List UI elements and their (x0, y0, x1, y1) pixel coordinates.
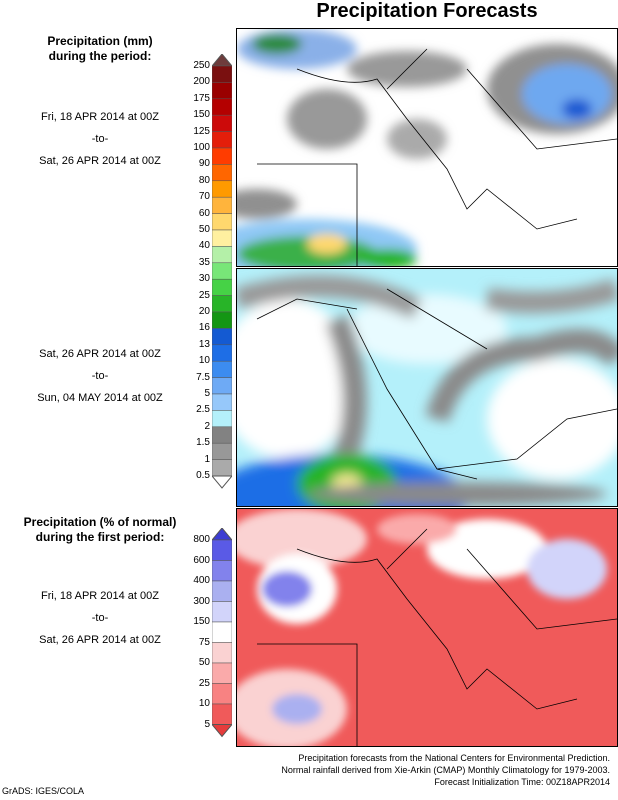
colorbar-bin (212, 393, 232, 411)
colorbar-label: 30 (198, 273, 210, 285)
colorbar-bin (212, 560, 232, 582)
colorbar-bin (212, 377, 232, 395)
colorbar-bin (212, 703, 232, 725)
colorbar-label: 0.5 (196, 470, 210, 481)
colorbar-bin (212, 180, 232, 198)
period1-end: Sat, 26 APR 2014 at 00Z (39, 155, 161, 167)
colorbar-bin (212, 262, 232, 280)
colorbar-bottom-arrow (212, 724, 232, 738)
colorbar-bin (212, 642, 232, 664)
colorbar-bin (212, 213, 232, 231)
colorbar-label: 5 (204, 388, 210, 399)
colorbar-bin (212, 442, 232, 460)
colorbar-bin (212, 426, 232, 444)
footer-line2: Normal rainfall derived from Xie-Arkin (… (281, 765, 610, 775)
colorbar-label: 175 (193, 92, 210, 104)
page-title: Precipitation Forecasts (316, 0, 538, 22)
colorbar-label: 25 (198, 289, 210, 301)
colorbar-bin (212, 246, 232, 264)
colorbar-bin (212, 278, 232, 296)
colorbar-bottom-arrow (212, 475, 232, 489)
colorbar-bin (212, 131, 232, 149)
colorbar-label: 25 (198, 677, 210, 689)
colorbar-bin (212, 114, 232, 132)
precip-heading: Precipitation (mm) during the period: (47, 34, 153, 63)
colorbar-label: 75 (198, 636, 210, 648)
period3-start: Fri, 18 APR 2014 at 00Z (40, 590, 159, 602)
colorbar-label: 20 (198, 306, 210, 317)
colorbar-label: 800 (193, 534, 210, 545)
colorbar-label: 100 (193, 142, 210, 153)
colorbar-label: 400 (193, 575, 210, 586)
percent-heading: Precipitation (% of normal) during the f… (23, 515, 177, 544)
colorbar-label: 200 (193, 76, 210, 88)
period3-end: Sat, 26 APR 2014 at 00Z (39, 634, 161, 646)
colorbar-bin (212, 459, 232, 477)
map-panel-percent-normal (236, 508, 618, 747)
colorbar-bin (212, 311, 232, 329)
colorbar-label: 2 (204, 420, 210, 432)
colorbar-label: 60 (198, 207, 210, 219)
footer-line1: Precipitation forecasts from the Nationa… (298, 753, 610, 763)
precip-colorbar (212, 54, 232, 489)
period1-sep: -to- (91, 133, 109, 145)
footer-notes: Precipitation forecasts from the Nationa… (281, 752, 610, 788)
colorbar-label: 13 (198, 338, 210, 350)
colorbar-label: 35 (198, 256, 210, 268)
colorbar-label: 7.5 (196, 371, 210, 383)
colorbar-bin (212, 580, 232, 602)
colorbar-bin (212, 410, 232, 428)
colorbar-bin (212, 196, 232, 214)
map-panel-week2 (236, 268, 618, 507)
colorbar-bin (212, 147, 232, 165)
colorbar-label: 5 (204, 718, 210, 730)
colorbar-label: 80 (198, 174, 210, 186)
colorbar-bin (212, 164, 232, 182)
map-percent-normal (237, 509, 617, 746)
colorbar-bin (212, 683, 232, 705)
colorbar-label: 150 (193, 109, 210, 121)
colorbar-bin (212, 621, 232, 643)
colorbar-label: 150 (193, 616, 210, 627)
colorbar-bin (212, 360, 232, 378)
colorbar-label: 1.5 (196, 437, 210, 449)
map-panel-week1 (236, 28, 618, 267)
period2-start: Sat, 26 APR 2014 at 00Z (39, 348, 161, 360)
colorbar-label: 50 (198, 657, 210, 668)
colorbar-label: 2.5 (196, 404, 210, 416)
colorbar-label: 10 (198, 698, 210, 709)
colorbar-bin (212, 229, 232, 247)
colorbar-label: 10 (198, 355, 210, 367)
colorbar-top-arrow (212, 528, 232, 541)
map-week2-precip (237, 269, 617, 506)
colorbar-label: 70 (198, 191, 210, 203)
period1-start: Fri, 18 APR 2014 at 00Z (40, 111, 159, 123)
colorbar-bin (212, 328, 232, 346)
grads-credit: GrADS: IGES/COLA (2, 786, 85, 796)
colorbar-label: 250 (193, 60, 210, 71)
colorbar-bin (212, 65, 232, 83)
colorbar-bin (212, 539, 232, 561)
period3-sep: -to- (91, 612, 109, 624)
colorbar-label: 16 (198, 322, 210, 334)
colorbar-label: 40 (198, 240, 210, 252)
colorbar-label: 600 (193, 554, 210, 566)
map-week1-precip (237, 29, 617, 266)
colorbar-top-arrow (212, 54, 232, 67)
colorbar-label: 125 (193, 125, 210, 137)
colorbar-label: 90 (198, 158, 210, 170)
colorbar-bin (212, 662, 232, 684)
colorbar-bin (212, 601, 232, 623)
colorbar-bin (212, 98, 232, 116)
colorbar-label: 50 (198, 224, 210, 235)
colorbar-bin (212, 295, 232, 313)
period2-sep: -to- (91, 370, 109, 382)
colorbar-label: 300 (193, 595, 210, 607)
percent-colorbar (212, 528, 232, 738)
colorbar-label: 1 (204, 453, 210, 465)
period2-end: Sun, 04 MAY 2014 at 00Z (37, 392, 163, 404)
footer-line3: Forecast Initialization Time: 00Z18APR20… (434, 777, 610, 787)
colorbar-bin (212, 82, 232, 100)
colorbar-bin (212, 344, 232, 362)
